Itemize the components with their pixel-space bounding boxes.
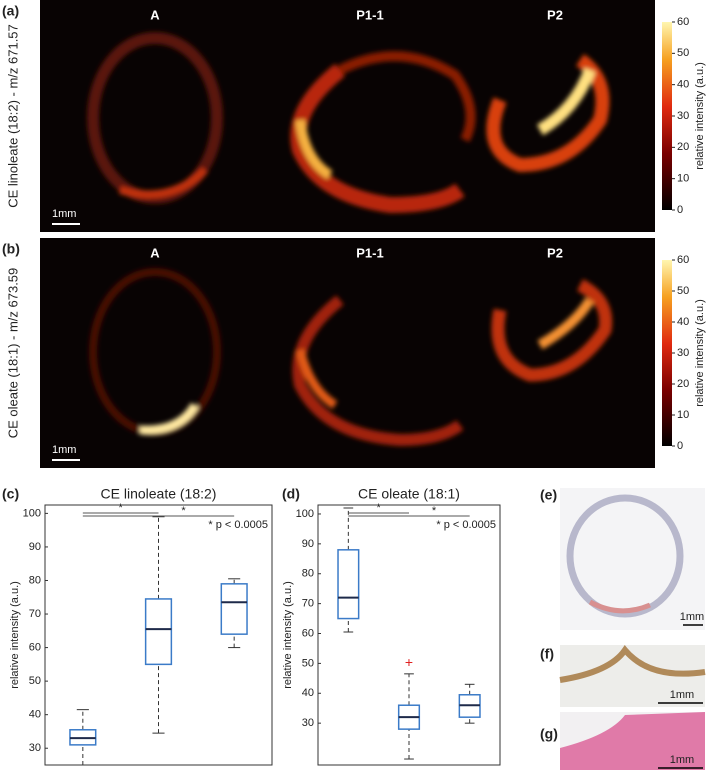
annotation: * p < 0.0005 [436,519,496,531]
colorbar-tick-label: 10 [677,409,689,421]
y-axis-label: CE oleate (18:1) - m/z 673.59 [5,268,20,439]
colorbar-tick-label: 30 [677,110,689,122]
y-tick-label: 30 [302,717,314,729]
y-tick-label: 40 [29,709,41,721]
y-tick-label: 90 [29,541,41,553]
outlier: + [405,654,413,670]
y-tick-label: 80 [302,568,314,580]
box [337,549,360,620]
panel-label: (c) [2,486,19,502]
scale-bar-label: 1mm [52,208,76,220]
vessel-section [588,599,651,614]
y-tick-label: 50 [302,657,314,669]
significance-mark: * [181,505,186,517]
colorbar-tick-label: 20 [677,378,689,390]
colorbar-tick-label: 40 [677,316,689,328]
significance-mark: * [119,502,124,514]
y-tick-label: 30 [29,742,41,754]
vessel-section [559,645,706,683]
sample-label: P2 [547,7,563,22]
y-tick-label: 100 [23,507,41,519]
scale-bar-label: 1mm [670,689,694,701]
y-tick-label: 40 [302,687,314,699]
colorbar-tick-label: 20 [677,141,689,153]
tissue [89,268,613,447]
scale-bar-label: 1mm [680,611,704,623]
significance-mark: * [432,505,437,517]
annotation: * p < 0.0005 [208,519,268,531]
vessel-section [560,712,705,770]
panel-label: (e) [540,487,557,503]
sample-label: A [150,245,160,260]
box [144,598,173,666]
vessel-section [566,494,684,618]
y-tick-label: 60 [302,627,314,639]
box [220,583,248,635]
colorbar-tick-label: 40 [677,79,689,91]
y-tick-label: 90 [302,538,314,550]
colorbar-tick-label: 50 [677,47,689,59]
colorbar-label: relative intensity (a.u.) [694,62,706,170]
panel-label: (g) [540,726,558,742]
scale-bar-label: 1mm [52,444,76,456]
colorbar-tick-label: 60 [677,16,689,28]
chart-title: CE oleate (18:1) [358,486,460,502]
colorbar [662,22,672,210]
y-tick-label: 100 [296,508,314,520]
y-axis-label: CE linoleate (18:2) - m/z 671.57 [5,24,20,208]
y-tick-label: 70 [29,608,41,620]
y-tick-label: 70 [302,598,314,610]
y-tick-label: 60 [29,641,41,653]
chart-title: CE linoleate (18:2) [101,486,217,502]
axes-frame [317,504,501,766]
colorbar-label: relative intensity (a.u.) [694,299,706,407]
colorbar [662,260,672,446]
panel-label: (b) [2,241,20,257]
panel-label: (a) [2,3,19,19]
tissue [87,32,610,214]
colorbar-tick-label: 50 [677,285,689,297]
sample-label: P1-1 [356,245,383,260]
sample-label: P1-1 [356,7,383,22]
y-tick-label: 80 [29,574,41,586]
panel-label: (d) [282,486,300,502]
y-axis-label: relative intensity (a.u.) [9,581,21,689]
sample-label: A [150,7,160,22]
panel-label: (f) [540,646,554,662]
colorbar-tick-label: 60 [677,254,689,266]
y-axis-label: relative intensity (a.u.) [282,581,294,689]
colorbar-tick-label: 0 [677,440,683,452]
colorbar-tick-label: 0 [677,204,683,216]
sample-label: P2 [547,245,563,260]
axes-frame [44,504,273,766]
y-tick-label: 50 [29,675,41,687]
significance-mark: * [377,502,382,514]
colorbar-tick-label: 30 [677,347,689,359]
scale-bar-label: 1mm [670,754,694,766]
colorbar-tick-label: 10 [677,173,689,185]
